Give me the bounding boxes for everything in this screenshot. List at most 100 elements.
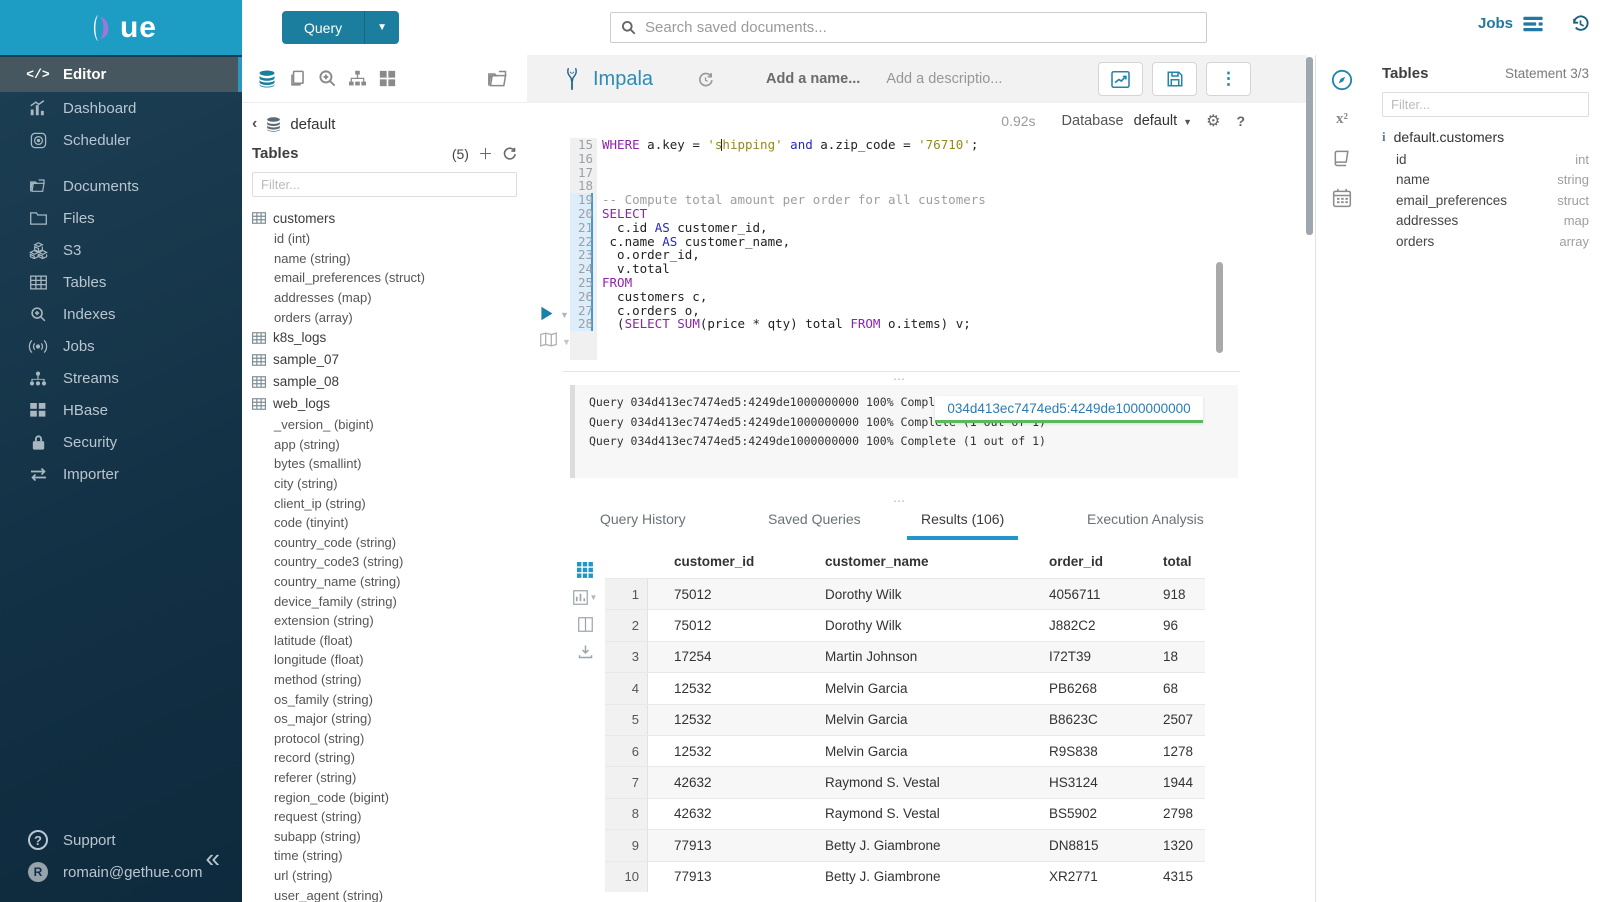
tree-column-country_code[interactable]: country_code (string) [274,534,397,550]
tab-execution-analysis[interactable]: Execution Analysis [1087,511,1204,527]
tree-table-web_logs[interactable]: web_logs [252,393,527,415]
tree-column-latitude[interactable]: latitude (float) [274,632,353,648]
query-description-field[interactable]: Add a descriptio... [886,71,1003,87]
search-assist-icon[interactable] [312,69,342,88]
tree-column-method[interactable]: method (string) [274,671,362,687]
code-pane[interactable]: WHERE a.key = 'shipping' and a.zip_code … [597,138,1280,360]
query-dropdown-caret[interactable]: ▼ [364,11,399,44]
tree-column-country_code3[interactable]: country_code3 (string) [274,554,404,570]
editor-scrollbar[interactable] [1216,262,1223,353]
table-info-icon[interactable]: i [1382,129,1386,144]
jobs-list-icon[interactable] [1523,16,1543,32]
sitemap-assist-icon[interactable] [342,70,372,87]
hue-logo[interactable]: ue [0,0,242,55]
tree-column-_version_[interactable]: _version_ (bigint) [274,417,374,433]
sidebar-item-user[interactable]: R romain@gethue.com [0,856,242,888]
query-name-field[interactable]: Add a name... [766,71,861,87]
resize-handle[interactable]: ⋯ [893,372,907,386]
main-scrollbar[interactable] [1306,57,1313,235]
breadcrumb-database-name[interactable]: default [290,115,336,133]
query-button-label[interactable]: Query [304,19,343,36]
add-table-icon[interactable]: ＋ [477,146,493,163]
sidebar-item-hbase[interactable]: HBase [0,394,242,426]
tree-column-protocol[interactable]: protocol (string) [274,730,365,746]
settings-gear-icon[interactable]: ⚙ [1206,112,1221,130]
sidebar-item-jobs[interactable]: Jobs [0,330,242,362]
execute-button[interactable] [538,305,555,322]
column-header-total[interactable]: total [1163,554,1192,569]
functions-icon[interactable]: x² [1336,111,1348,127]
tree-column-id[interactable]: id (int) [274,231,311,247]
sidebar-item-documents[interactable]: Documents [0,170,242,202]
job-id-link[interactable]: 034d413ec7474ed5:4249de1000000000 [935,396,1203,423]
sql-editor[interactable]: 15 16 17 18 19 20 21 22 23 24 25 26 27 28 WHERE a.key… [570,138,1280,360]
tree-column-city[interactable]: city (string) [274,476,338,492]
sidebar-item-s3[interactable]: S3 [0,234,242,266]
statement-counter[interactable]: Statement 3/3 [1504,66,1589,81]
language-reference-icon[interactable] [1332,148,1352,168]
search-input[interactable] [645,19,1196,36]
table-filter-input[interactable] [261,177,508,192]
tree-table-sample_07[interactable]: sample_07 [252,349,527,371]
tree-column-orders[interactable]: orders (array) [274,309,353,325]
tree-column-code[interactable]: code (tinyint) [274,515,349,531]
sidebar-item-importer[interactable]: Importer [0,458,242,490]
jobs-link[interactable]: Jobs [1478,15,1514,32]
sidebar-item-scheduler[interactable]: Scheduler [0,124,242,156]
tree-column-os_major[interactable]: os_major (string) [274,711,372,727]
new-query-button[interactable]: Query ▼ [282,11,400,44]
sidebar-item-tables[interactable]: Tables [0,266,242,298]
assistant-compass-icon[interactable] [1331,69,1353,91]
column-header-customer_name[interactable]: customer_name [825,554,929,569]
tree-column-email_preferences[interactable]: email_preferences (struct) [274,270,425,286]
tree-column-time[interactable]: time (string) [274,848,343,864]
right-column-orders[interactable]: orders array [1382,231,1589,252]
tree-table-customers[interactable]: customers [252,207,527,229]
tree-column-referer[interactable]: referer (string) [274,769,357,785]
tree-column-record[interactable]: record (string) [274,750,355,766]
active-table-name[interactable]: default.customers [1393,129,1505,145]
more-actions-button[interactable]: ⋮ [1206,62,1251,96]
right-column-addresses[interactable]: addresses map [1382,211,1589,232]
databases-assist-icon[interactable] [252,69,282,89]
sidebar-item-security[interactable]: Security [0,426,242,458]
tree-table-k8s_logs[interactable]: k8s_logs [252,327,527,349]
sidebar-item-support[interactable]: ? Support [0,824,242,856]
tree-column-extension[interactable]: extension (string) [274,613,374,629]
grid-view-icon[interactable] [577,562,593,578]
database-selector[interactable]: default [1133,112,1178,129]
tree-column-device_family[interactable]: device_family (string) [274,593,397,609]
apps-grid-icon[interactable] [372,70,402,87]
save-button[interactable] [1152,62,1197,96]
tab-saved-queries[interactable]: Saved Queries [768,511,861,527]
refresh-icon[interactable] [502,146,517,161]
tree-table-sample_08[interactable]: sample_08 [252,371,527,393]
sidebar-item-dashboard[interactable]: Dashboard [0,92,242,124]
tree-column-region_code[interactable]: region_code (bigint) [274,789,389,805]
chart-button[interactable] [1098,62,1143,96]
tree-column-app[interactable]: app (string) [274,436,340,452]
column-header-order_id[interactable]: order_id [1049,554,1104,569]
schedule-calendar-icon[interactable] [1332,188,1352,208]
help-icon[interactable]: ? [1236,112,1245,129]
right-column-name[interactable]: name string [1382,170,1589,191]
explain-options-caret[interactable]: ▼ [562,337,571,347]
tree-column-user_agent[interactable]: user_agent (string) [274,887,384,902]
tree-column-bytes[interactable]: bytes (smallint) [274,456,362,472]
explain-map-icon[interactable] [540,332,557,347]
documents-assist-icon[interactable] [282,69,312,88]
history-icon[interactable] [1571,14,1590,33]
sidebar-collapse-icon[interactable]: « [205,843,220,873]
engine-name[interactable]: Impala [593,67,654,90]
download-icon[interactable] [578,644,593,659]
tree-column-subapp[interactable]: subapp (string) [274,828,361,844]
column-header-customer_id[interactable]: customer_id [674,554,755,569]
tree-column-url[interactable]: url (string) [274,867,333,883]
tree-column-longitude[interactable]: longitude (float) [274,652,364,668]
database-caret-icon[interactable]: ▼ [1183,116,1193,127]
columns-view-icon[interactable] [577,617,593,632]
sidebar-item-indexes[interactable]: Indexes [0,298,242,330]
right-filter-input[interactable] [1391,97,1580,112]
right-column-id[interactable]: id int [1382,149,1589,170]
query-history-icon[interactable] [697,71,714,88]
